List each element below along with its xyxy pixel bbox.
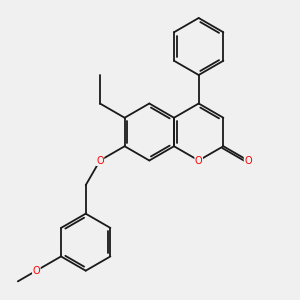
Text: O: O (195, 155, 202, 166)
Text: O: O (96, 155, 104, 166)
Text: O: O (244, 155, 252, 166)
Text: O: O (32, 266, 40, 276)
